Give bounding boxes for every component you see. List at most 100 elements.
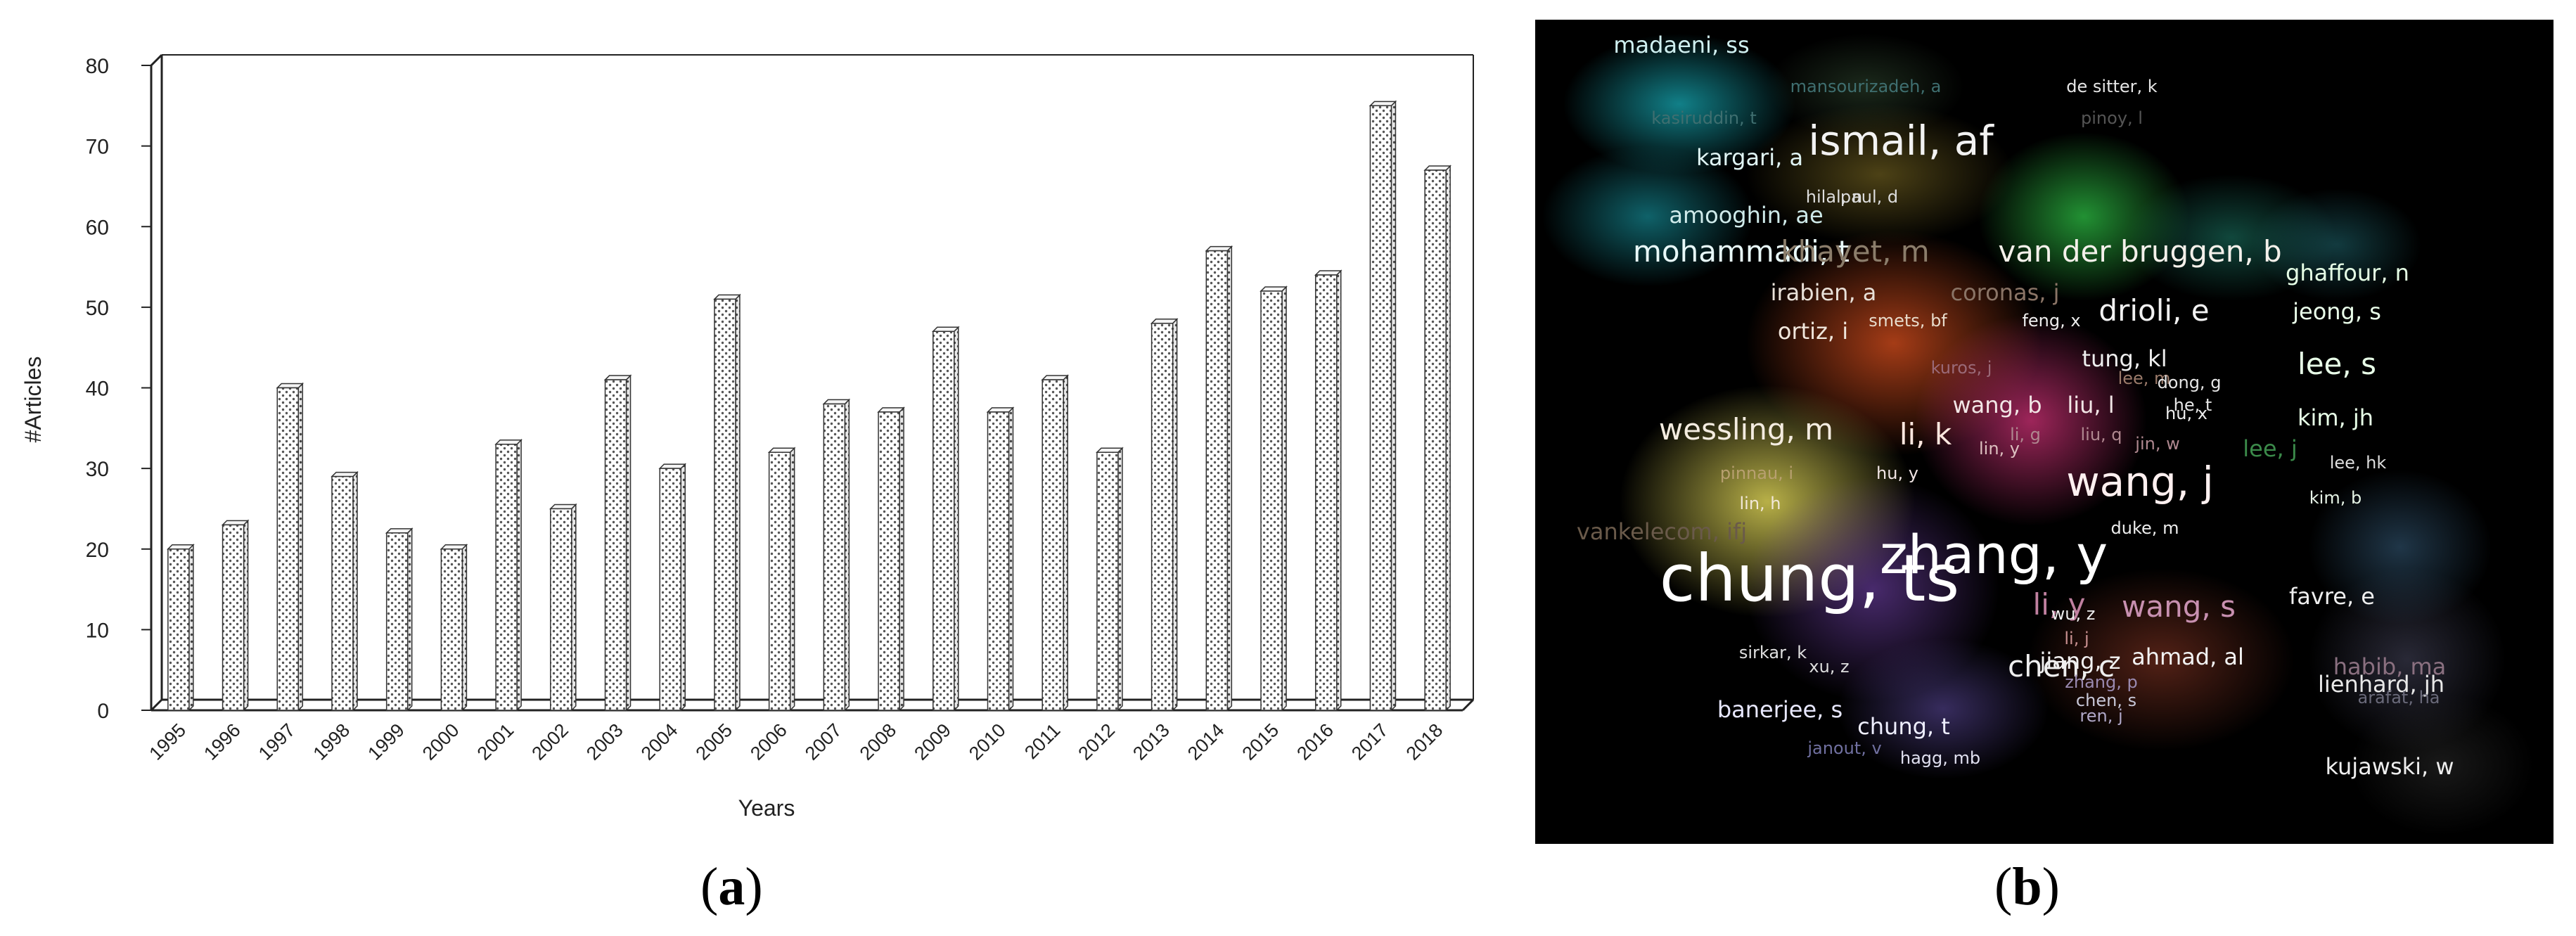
bar-series bbox=[167, 100, 1452, 712]
author-term: kujawski, w bbox=[2325, 753, 2454, 780]
x-tick-label: 2001 bbox=[473, 719, 518, 764]
x-tick-label: 2014 bbox=[1184, 719, 1229, 764]
frame-edge bbox=[150, 53, 163, 67]
author-term: xu, z bbox=[1809, 657, 1850, 677]
x-tick-label: 1996 bbox=[200, 719, 245, 764]
author-term: drioli, e bbox=[2098, 293, 2210, 328]
author-term: chung, ts bbox=[1659, 541, 1960, 616]
x-tick-label: 2003 bbox=[582, 719, 627, 764]
author-term: jiang, z bbox=[2039, 648, 2121, 674]
author-term: de sitter, k bbox=[2066, 77, 2158, 96]
x-tick-label: 2011 bbox=[1020, 719, 1064, 763]
author-term: chen, s bbox=[2075, 691, 2137, 710]
author-term: irabien, a bbox=[1770, 279, 1877, 306]
author-term: kasiruddin, t bbox=[1651, 108, 1757, 128]
x-tick-label: 2000 bbox=[418, 719, 463, 764]
author-term: lee, j bbox=[2243, 435, 2298, 462]
bar bbox=[276, 382, 305, 712]
y-tick-label: 30 bbox=[86, 458, 109, 481]
bar bbox=[331, 470, 359, 712]
author-term: feng, x bbox=[2022, 311, 2081, 331]
author-term: hilal, n bbox=[1805, 187, 1863, 207]
author-term: mohammadi, t bbox=[1632, 234, 1850, 269]
y-tick-label: 40 bbox=[86, 378, 109, 401]
author-term: ismail, af bbox=[1808, 117, 1994, 165]
x-tick-label: 2006 bbox=[746, 719, 791, 764]
bar bbox=[1423, 165, 1452, 712]
author-term: vankelecom, ifj bbox=[1576, 518, 1748, 545]
x-tick-label: 2015 bbox=[1238, 719, 1283, 764]
panel-a-caption: (a) bbox=[700, 857, 763, 916]
bar bbox=[1096, 447, 1124, 712]
author-term: mansourizadeh, a bbox=[1790, 77, 1942, 96]
bar bbox=[767, 447, 796, 712]
chart-frame bbox=[150, 53, 1475, 712]
y-tick-label: 0 bbox=[97, 700, 109, 723]
y-tick-label: 50 bbox=[86, 297, 109, 320]
bar bbox=[1150, 317, 1179, 712]
author-term: madaeni, ss bbox=[1613, 32, 1750, 58]
author-term: janout, v bbox=[1807, 738, 1882, 758]
x-tick-label: 1999 bbox=[364, 719, 409, 764]
bar bbox=[1314, 269, 1343, 712]
author-term: banerjee, s bbox=[1717, 696, 1843, 723]
bar bbox=[549, 503, 577, 712]
author-term: wessling, m bbox=[1658, 412, 1834, 447]
author-term: zhang, p bbox=[2065, 672, 2138, 692]
author-term: ahmad, al bbox=[2132, 643, 2244, 670]
author-term: li, g bbox=[2010, 425, 2041, 444]
bar bbox=[1041, 374, 1069, 712]
x-tick-label: 2004 bbox=[637, 719, 682, 764]
bar bbox=[986, 406, 1015, 712]
author-term: coronas, j bbox=[1950, 279, 2060, 306]
author-term: ren, j bbox=[2080, 706, 2123, 726]
author-term: zhang, y bbox=[1879, 523, 2108, 586]
author-term: kim, b bbox=[2309, 488, 2362, 508]
x-tick-label: 1995 bbox=[145, 719, 190, 764]
author-term: li, y bbox=[2032, 587, 2086, 622]
bar bbox=[822, 398, 851, 712]
author-term: kuros, j bbox=[1930, 358, 1992, 378]
author-term: paul, d bbox=[1840, 187, 1899, 207]
author-term: wang, j bbox=[2066, 458, 2214, 506]
author-term: lee, m bbox=[2117, 368, 2171, 388]
x-tick-label: 2016 bbox=[1293, 719, 1338, 764]
author-term: liu, l bbox=[2067, 392, 2115, 418]
y-tick-label: 10 bbox=[86, 619, 109, 642]
x-tick-label: 2009 bbox=[910, 719, 955, 764]
author-term: lee, s bbox=[2298, 347, 2376, 381]
bar bbox=[221, 519, 250, 712]
author-term: pinnau, i bbox=[1719, 463, 1794, 483]
author-term: pinoy, l bbox=[2081, 108, 2143, 128]
author-term: amooghin, ae bbox=[1669, 202, 1824, 229]
x-tick-label: 1998 bbox=[309, 719, 354, 764]
author-term: jin, w bbox=[2135, 434, 2180, 454]
author-term: liu, q bbox=[2080, 425, 2122, 444]
y-axis-ticks: 0 10 20 30 40 50 60 70 80 bbox=[86, 55, 151, 723]
y-tick-label: 80 bbox=[86, 55, 109, 78]
x-tick-label: 2013 bbox=[1129, 719, 1174, 764]
y-tick-label: 20 bbox=[86, 539, 109, 562]
author-term: tung, kl bbox=[2082, 345, 2167, 372]
bar bbox=[603, 374, 632, 712]
bar bbox=[1260, 286, 1288, 712]
y-tick-label: 60 bbox=[86, 216, 109, 239]
bar bbox=[658, 463, 687, 712]
bar bbox=[713, 293, 741, 712]
author-term: ortiz, i bbox=[1777, 318, 1849, 345]
author-term: chung, t bbox=[1857, 713, 1950, 740]
author-term: smets, bf bbox=[1869, 311, 1947, 331]
author-term: jeong, s bbox=[2293, 298, 2381, 325]
bar bbox=[1369, 100, 1397, 712]
y-axis-title: #Articles bbox=[20, 357, 46, 443]
density-map-panel: madaeni, ss mansourizadeh, a de sitter, k k… bbox=[1535, 20, 2553, 844]
author-term: hu, y bbox=[1876, 463, 1918, 483]
author-term: hu, x bbox=[2165, 404, 2207, 423]
x-tick-label: 2012 bbox=[1074, 719, 1119, 764]
x-tick-label: 1997 bbox=[255, 719, 300, 764]
x-tick-label: 2018 bbox=[1402, 719, 1447, 764]
author-term: wu, z bbox=[2051, 604, 2096, 624]
panel-b-caption: (b) bbox=[1994, 857, 2060, 916]
frame-edge bbox=[1461, 698, 1475, 712]
